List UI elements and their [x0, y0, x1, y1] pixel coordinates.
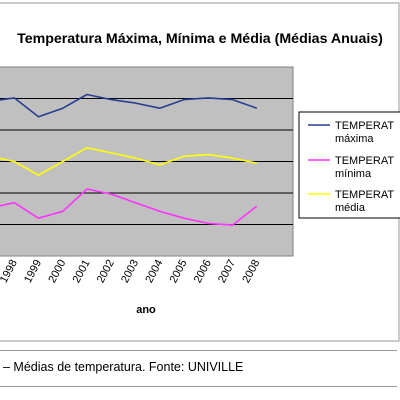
- legend-box: [298, 111, 400, 219]
- x-axis-label: ano: [136, 304, 156, 316]
- legend-label: média: [335, 202, 366, 214]
- chart-title: Temperatura Máxima, Mínima e Média (Médi…: [17, 31, 383, 47]
- legend-label: mínima: [335, 168, 372, 180]
- gridlines: [0, 98, 293, 225]
- legend-label: TEMPERAT: [335, 155, 394, 167]
- series-line: [0, 93, 258, 118]
- series-line: [0, 147, 257, 176]
- legend: TEMPERATmáximaTEMPERATmínimaTEMPERATmédi…: [298, 111, 400, 219]
- legend-label: TEMPERAT: [335, 189, 394, 201]
- series-lines: [0, 93, 258, 226]
- legend-label: máxima: [335, 133, 374, 145]
- figure-caption: – Médias de temperatura. Fonte: UNIVILLE: [3, 360, 244, 374]
- legend-label: TEMPERAT: [335, 120, 394, 132]
- series-line: [0, 188, 258, 226]
- figure-caption-box: – Médias de temperatura. Fonte: UNIVILLE: [0, 350, 397, 387]
